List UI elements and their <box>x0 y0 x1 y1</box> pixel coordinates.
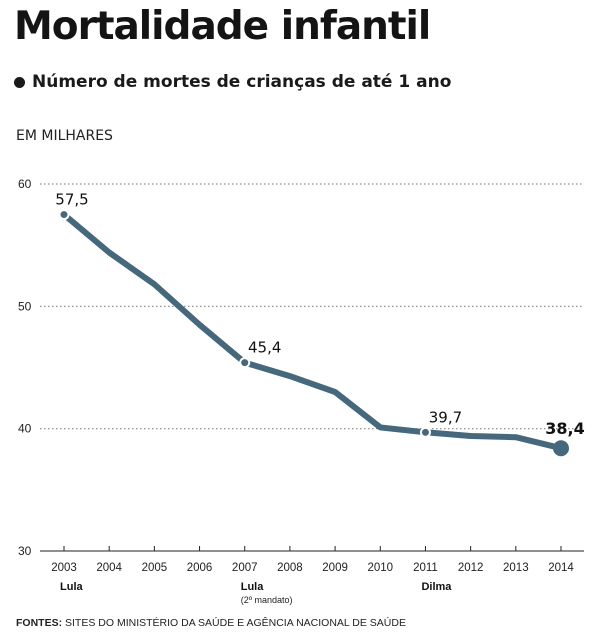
data-label: 45,4 <box>248 339 281 357</box>
y-tick-label: 30 <box>18 544 32 558</box>
y-tick-label: 50 <box>18 299 32 313</box>
period-label: Lula <box>60 581 83 593</box>
data-label: 38,4 <box>545 419 584 438</box>
subtitle: Número de mortes de crianças de até 1 an… <box>14 72 451 92</box>
period-label: Lula <box>241 581 264 593</box>
data-label: 57,5 <box>55 191 88 209</box>
data-point-marker <box>419 426 431 438</box>
x-tick-label: 2008 <box>277 562 303 574</box>
x-tick-label: 2003 <box>51 562 77 574</box>
x-tick-label: 2004 <box>96 562 122 574</box>
x-tick-label: 2007 <box>232 562 258 574</box>
period-label: Dilma <box>421 581 452 593</box>
data-label: 39,7 <box>429 408 462 426</box>
period-note: (2º mandato) <box>241 595 293 605</box>
data-point-marker <box>553 440 569 457</box>
x-tick-label: 2005 <box>142 562 168 574</box>
x-tick-label: 2012 <box>458 562 484 574</box>
x-tick-label: 2011 <box>413 562 438 574</box>
source-text: SITES DO MINISTÉRIO DA SAÚDE E AGÊNCIA N… <box>65 617 406 629</box>
x-tick-label: 2010 <box>367 562 393 574</box>
y-tick-label: 40 <box>18 422 32 436</box>
source-label: FONTES: <box>16 617 63 629</box>
x-tick-label: 2009 <box>322 562 348 574</box>
data-point-marker <box>58 209 70 221</box>
y-tick-label: 60 <box>18 177 32 191</box>
legend-bullet-icon <box>14 76 25 88</box>
x-tick-label: 2006 <box>187 562 213 574</box>
subtitle-text: Número de mortes de crianças de até 1 an… <box>32 72 452 92</box>
unit-label: EM MILHARES <box>16 128 113 144</box>
source-note: FONTES: SITES DO MINISTÉRIO DA SAÚDE E A… <box>16 617 406 629</box>
x-tick-label: 2014 <box>548 562 574 574</box>
series-line <box>61 211 564 452</box>
data-point-marker <box>239 357 251 369</box>
x-tick-label: 2013 <box>503 562 529 574</box>
chart-title: Mortalidade infantil <box>14 4 431 49</box>
